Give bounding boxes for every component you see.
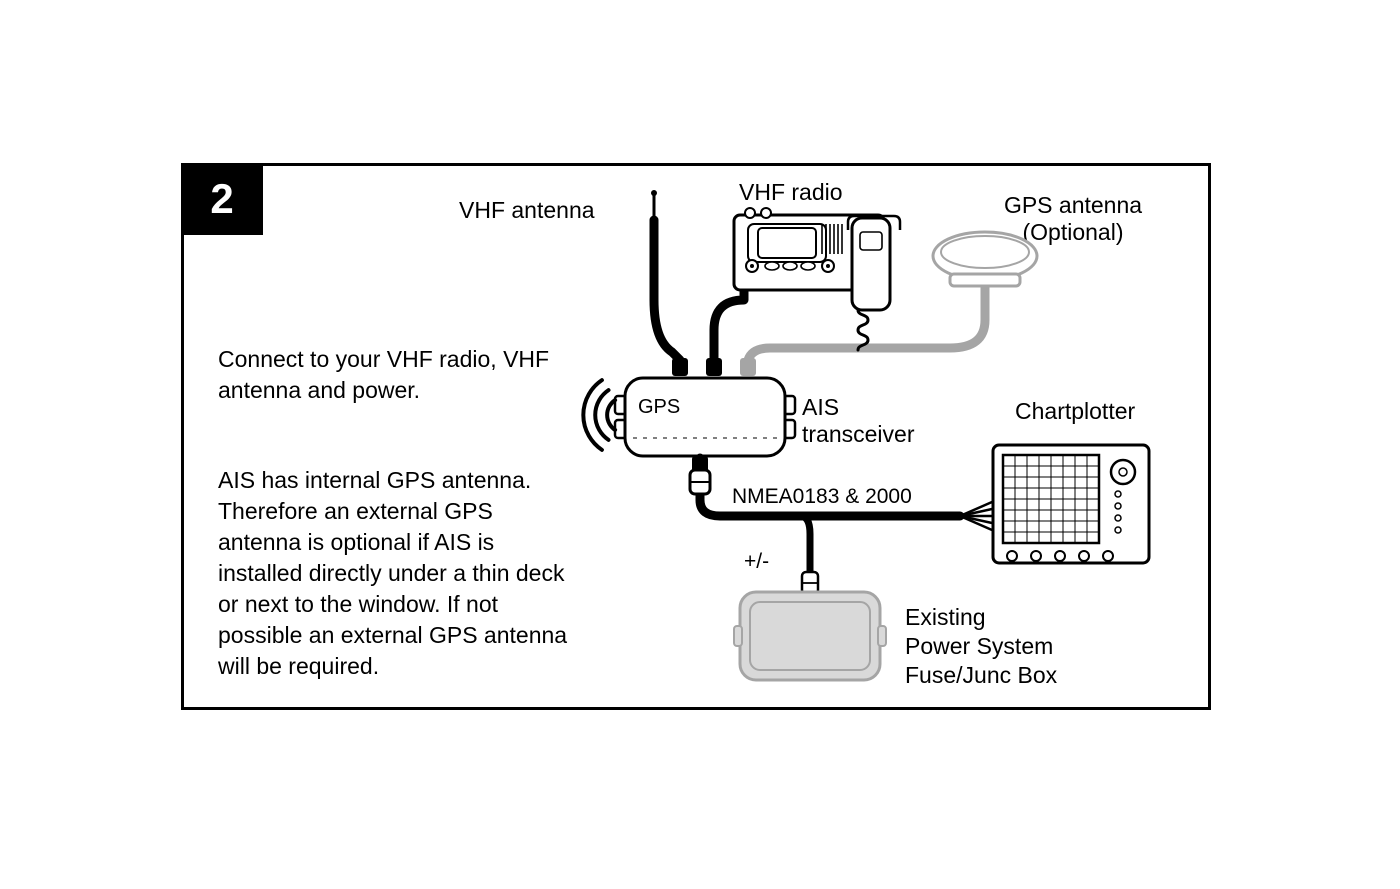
ais-port-top bbox=[672, 358, 688, 376]
cable-radio-to-ais bbox=[714, 290, 744, 360]
cable-ais-bottom bbox=[700, 458, 960, 516]
vhf-radio-knob bbox=[761, 208, 771, 218]
power-box-latch bbox=[878, 626, 886, 646]
ais-port-top bbox=[740, 358, 756, 376]
wiring-diagram bbox=[0, 0, 1400, 889]
signal-arc-icon bbox=[583, 380, 602, 450]
cable-antenna-to-ais bbox=[654, 232, 680, 360]
vhf-radio-button bbox=[765, 262, 779, 270]
vhf-antenna-tip bbox=[651, 190, 657, 196]
vhf-radio-screen bbox=[758, 228, 816, 258]
vhf-radio-button bbox=[801, 262, 815, 270]
label-gps-internal: GPS bbox=[638, 396, 680, 419]
power-box-latch bbox=[734, 626, 742, 646]
vhf-radio-dial-dot bbox=[750, 264, 754, 268]
power-box-icon bbox=[740, 592, 880, 680]
vhf-radio-button bbox=[783, 262, 797, 270]
vhf-radio-dial-dot bbox=[826, 264, 830, 268]
chartplotter-dial bbox=[1111, 460, 1135, 484]
ais-port-top bbox=[706, 358, 722, 376]
vhf-radio-knob bbox=[745, 208, 755, 218]
page: 2 Connect to your VHF radio, VHF antenna… bbox=[0, 0, 1400, 889]
gps-antenna-base bbox=[950, 274, 1020, 286]
